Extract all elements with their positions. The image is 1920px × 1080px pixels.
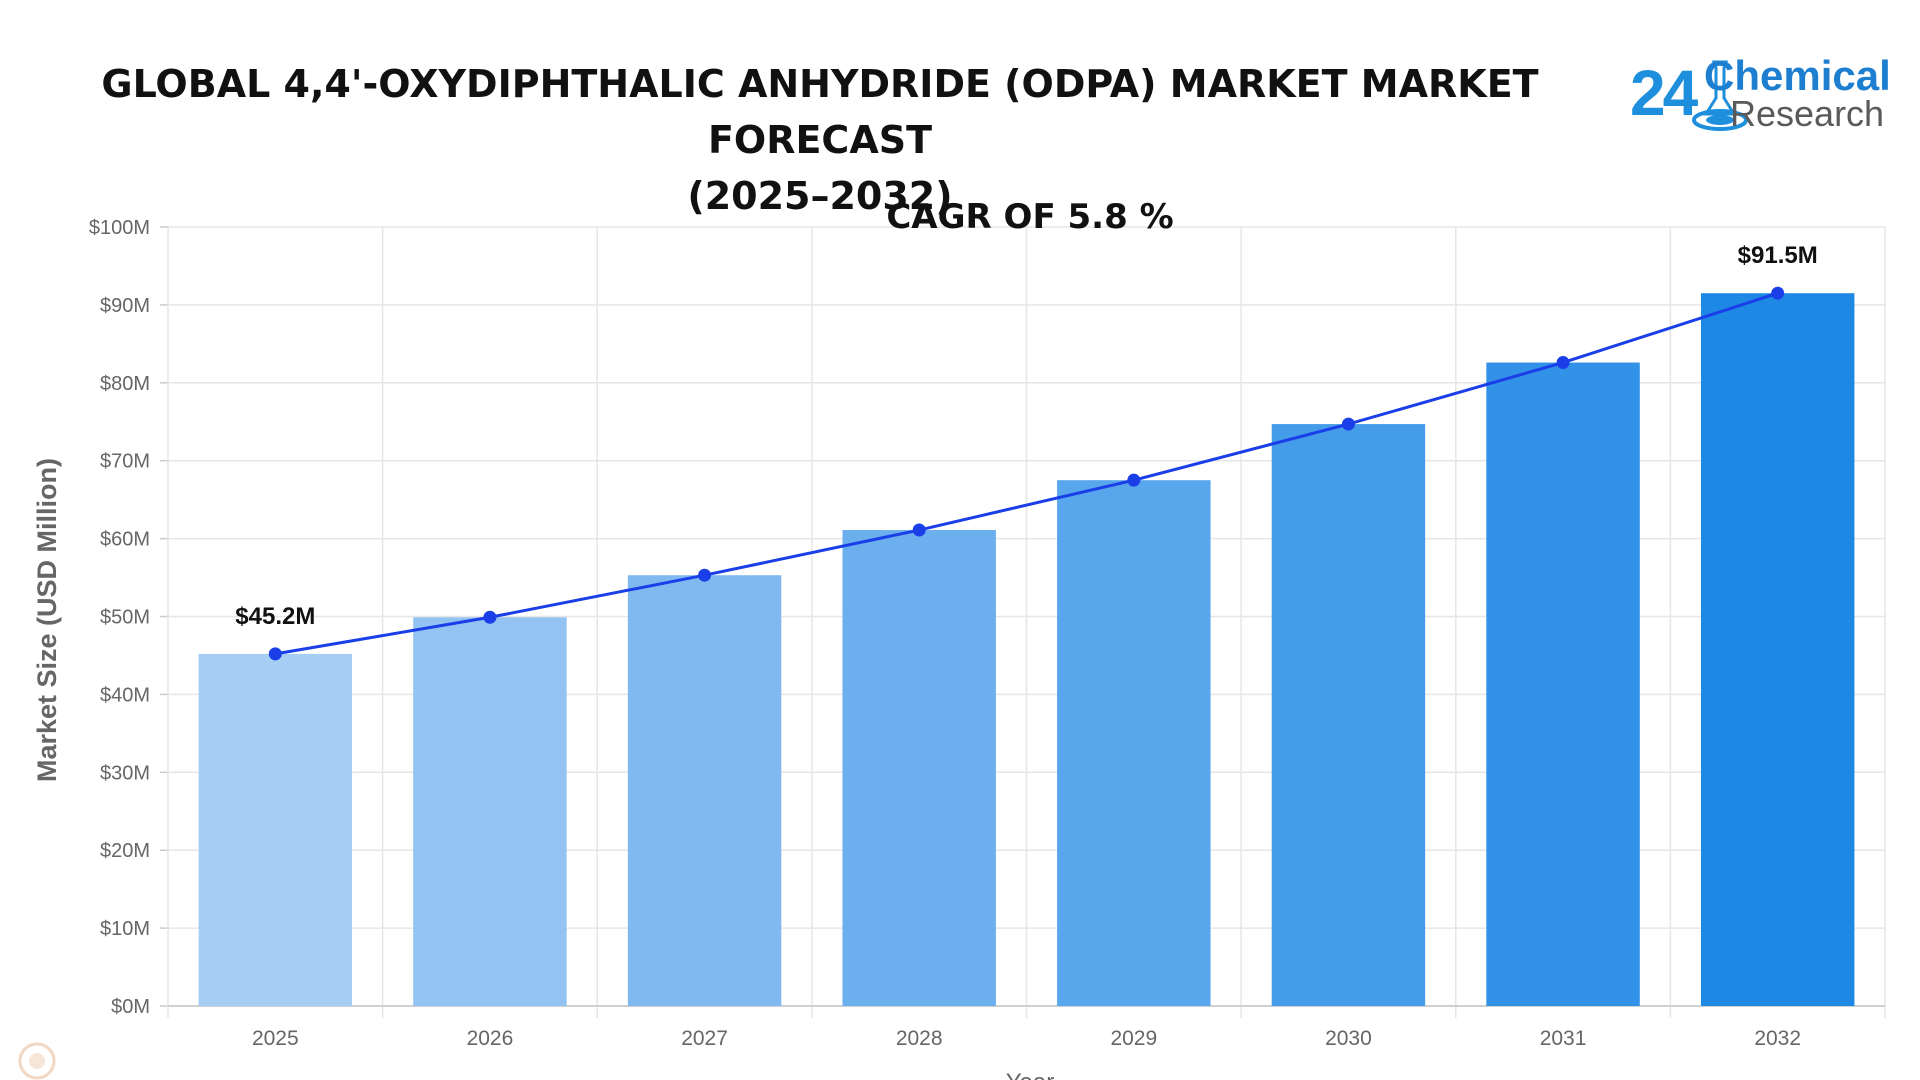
trend-line-path bbox=[275, 291, 1779, 656]
y-tick-label: $50M bbox=[100, 607, 150, 629]
y-tick-label: $40M bbox=[100, 684, 150, 706]
x-tick-label: 2027 bbox=[681, 1027, 728, 1050]
y-tick-label: $0M bbox=[111, 996, 150, 1018]
logo-text-research: Research bbox=[1730, 93, 1885, 134]
y-tick-label: $60M bbox=[100, 529, 150, 551]
trend-point-2031 bbox=[1556, 356, 1570, 370]
trend-line bbox=[268, 286, 1785, 661]
x-axis-label: Year bbox=[1006, 1069, 1055, 1080]
data-labels: $45.2M $91.5M bbox=[235, 242, 1817, 630]
bars bbox=[198, 293, 1855, 1007]
brand-logo: 24 Chemical Research bbox=[1628, 48, 1898, 138]
x-tick-label: 2028 bbox=[896, 1027, 943, 1050]
trend-point-2025 bbox=[268, 647, 282, 661]
x-axis-ticks: 2025 2026 2027 2028 2029 2030 2031 2032 bbox=[252, 1027, 1801, 1050]
watermark-icon bbox=[18, 1042, 56, 1080]
x-tick-label: 2032 bbox=[1754, 1027, 1801, 1050]
trend-point-2027 bbox=[698, 568, 712, 582]
y-axis-label: Market Size (USD Million) bbox=[32, 458, 62, 782]
y-tick-label: $100M bbox=[89, 217, 150, 239]
logo-number: 24 bbox=[1630, 57, 1698, 129]
y-tick-label: $70M bbox=[100, 451, 150, 473]
data-label-2025: $45.2M bbox=[235, 603, 315, 630]
x-tick-label: 2025 bbox=[252, 1027, 299, 1050]
flask-icon bbox=[1692, 60, 1748, 131]
bar-2031 bbox=[1486, 362, 1640, 1006]
y-tick-label: $80M bbox=[100, 373, 150, 395]
trend-point-2026 bbox=[483, 610, 497, 624]
logo-text-chemical: Chemical bbox=[1704, 52, 1891, 99]
x-tick-label: 2030 bbox=[1325, 1027, 1372, 1050]
x-tick-label: 2026 bbox=[467, 1027, 514, 1050]
data-label-2032: $91.5M bbox=[1738, 242, 1818, 269]
y-tick-label: $30M bbox=[100, 762, 150, 784]
trend-point-2028 bbox=[912, 523, 926, 537]
y-tick-label: $90M bbox=[100, 295, 150, 317]
cagr-subtitle: CAGR OF 5.8 % bbox=[886, 197, 1173, 237]
bar-2026 bbox=[413, 617, 567, 1006]
y-axis-ticks: $0M $10M $20M $30M $40M $50M $60M $70M $80M $90M $… bbox=[89, 217, 150, 1018]
y-tick-label: $10M bbox=[100, 918, 150, 940]
x-tick-label: 2029 bbox=[1110, 1027, 1157, 1050]
bar-2032 bbox=[1700, 293, 1855, 1007]
y-tick-label: $20M bbox=[100, 840, 150, 862]
x-tick-label: 2031 bbox=[1540, 1027, 1587, 1050]
bar-2028 bbox=[842, 530, 996, 1006]
bar-2030 bbox=[1271, 424, 1426, 1006]
bar-2025 bbox=[198, 653, 353, 1006]
trend-point-2029 bbox=[1127, 473, 1141, 487]
chart-title: GLOBAL 4,4'-OXYDIPHTHALIC ANHYDRIDE (ODP… bbox=[20, 56, 1620, 224]
title-line-2: (2025–2032) bbox=[687, 174, 953, 218]
trend-point-2030 bbox=[1341, 417, 1355, 431]
trend-point-2032 bbox=[1771, 286, 1785, 300]
bar-2029 bbox=[1057, 480, 1211, 1006]
bar-2027 bbox=[627, 575, 782, 1006]
title-line-1: GLOBAL 4,4'-OXYDIPHTHALIC ANHYDRIDE (ODP… bbox=[101, 62, 1539, 162]
